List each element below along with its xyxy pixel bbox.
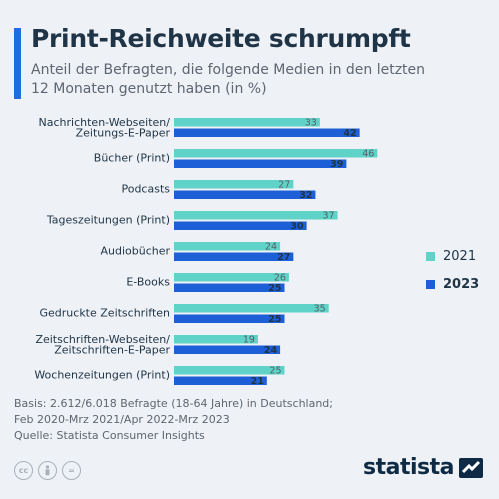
bar-2023 [174, 159, 347, 168]
legend: 2021 2023 [426, 242, 479, 298]
chart-subtitle: Anteil der Befragten, die folgende Medie… [31, 62, 426, 97]
category-label: Wochenzeitungen (Print) [34, 369, 170, 382]
data-label-2021: 24 [265, 242, 277, 253]
legend-item-2023: 2023 [426, 270, 479, 298]
bar-2023 [174, 128, 360, 137]
category-label: E-Books [126, 276, 170, 289]
category-label: Nachrichten-Webseiten/Zeitungs-E-Paper [39, 116, 171, 140]
data-label-2021: 35 [314, 304, 326, 315]
data-label-2023: 27 [277, 252, 290, 263]
bar-2023 [174, 314, 285, 323]
legend-label-2023: 2023 [443, 276, 480, 292]
data-label-2023: 30 [290, 221, 304, 232]
bar-2023 [174, 283, 285, 292]
equals-icon[interactable]: = [62, 461, 81, 480]
source-line: Quelle: Statista Consumer Insights [14, 429, 205, 442]
data-label-2021: 33 [305, 118, 317, 129]
bar-2023 [174, 252, 294, 261]
legend-label-2021: 2021 [443, 248, 477, 264]
bar-2021 [174, 211, 338, 220]
statista-logo[interactable]: statista [363, 455, 483, 480]
title-accent-bar [14, 28, 21, 99]
data-label-2021: 46 [362, 149, 374, 160]
bar-2021 [174, 366, 285, 375]
data-label-2023: 32 [299, 190, 312, 201]
bar-2021 [174, 335, 258, 344]
data-label-2021: 25 [269, 366, 281, 377]
bar-chart: Nachrichten-Webseiten/Zeitungs-E-Paper 33… [34, 116, 378, 387]
data-label-2023: 39 [330, 159, 343, 170]
statista-wordmark: statista [363, 455, 454, 480]
category-label: Gedruckte Zeitschriften [40, 307, 171, 320]
bar-2021 [174, 273, 289, 282]
data-label-2021: 19 [243, 335, 255, 346]
data-label-2021: 37 [322, 211, 334, 222]
bar-2023 [174, 190, 316, 199]
legend-swatch-2021 [426, 251, 435, 261]
by-icon[interactable] [38, 461, 57, 480]
data-label-2023: 25 [268, 314, 281, 325]
data-label-2023: 42 [343, 128, 356, 139]
bar-2023 [174, 345, 281, 354]
category-label: Podcasts [121, 183, 170, 196]
bar-2021 [174, 149, 378, 158]
data-label-2023: 24 [264, 345, 278, 356]
cc-icon[interactable]: cc [14, 461, 33, 480]
bar-2021 [174, 180, 294, 189]
data-label-2021: 26 [274, 273, 286, 284]
bar-2023 [174, 376, 267, 385]
bar-2021 [174, 118, 320, 127]
data-label-2023: 25 [268, 283, 281, 294]
bar-2021 [174, 242, 281, 251]
category-label: Zeitschriften-Webseiten/Zeitschriften-E-… [35, 333, 170, 357]
legend-swatch-2023 [426, 279, 435, 289]
category-label: Bücher (Print) [94, 152, 170, 165]
category-label: Audiobücher [100, 245, 170, 258]
statista-logo-icon [459, 457, 483, 478]
legend-item-2021: 2021 [426, 242, 479, 270]
bar-2021 [174, 304, 329, 313]
license-icons: cc = [14, 461, 81, 480]
data-label-2021: 27 [278, 180, 290, 191]
basis-line: Basis: 2.612/6.018 Befragte (18-64 Jahre… [14, 397, 333, 410]
category-label: Tageszeitungen (Print) [46, 214, 170, 227]
data-label-2023: 21 [251, 376, 264, 387]
bar-2023 [174, 221, 307, 230]
chart-title: Print-Reichweite schrumpft [31, 24, 411, 53]
period-line: Feb 2020-Mrz 2021/Apr 2022-Mrz 2023 [14, 413, 230, 426]
source-note: Basis: 2.612/6.018 Befragte (18-64 Jahre… [14, 396, 333, 444]
